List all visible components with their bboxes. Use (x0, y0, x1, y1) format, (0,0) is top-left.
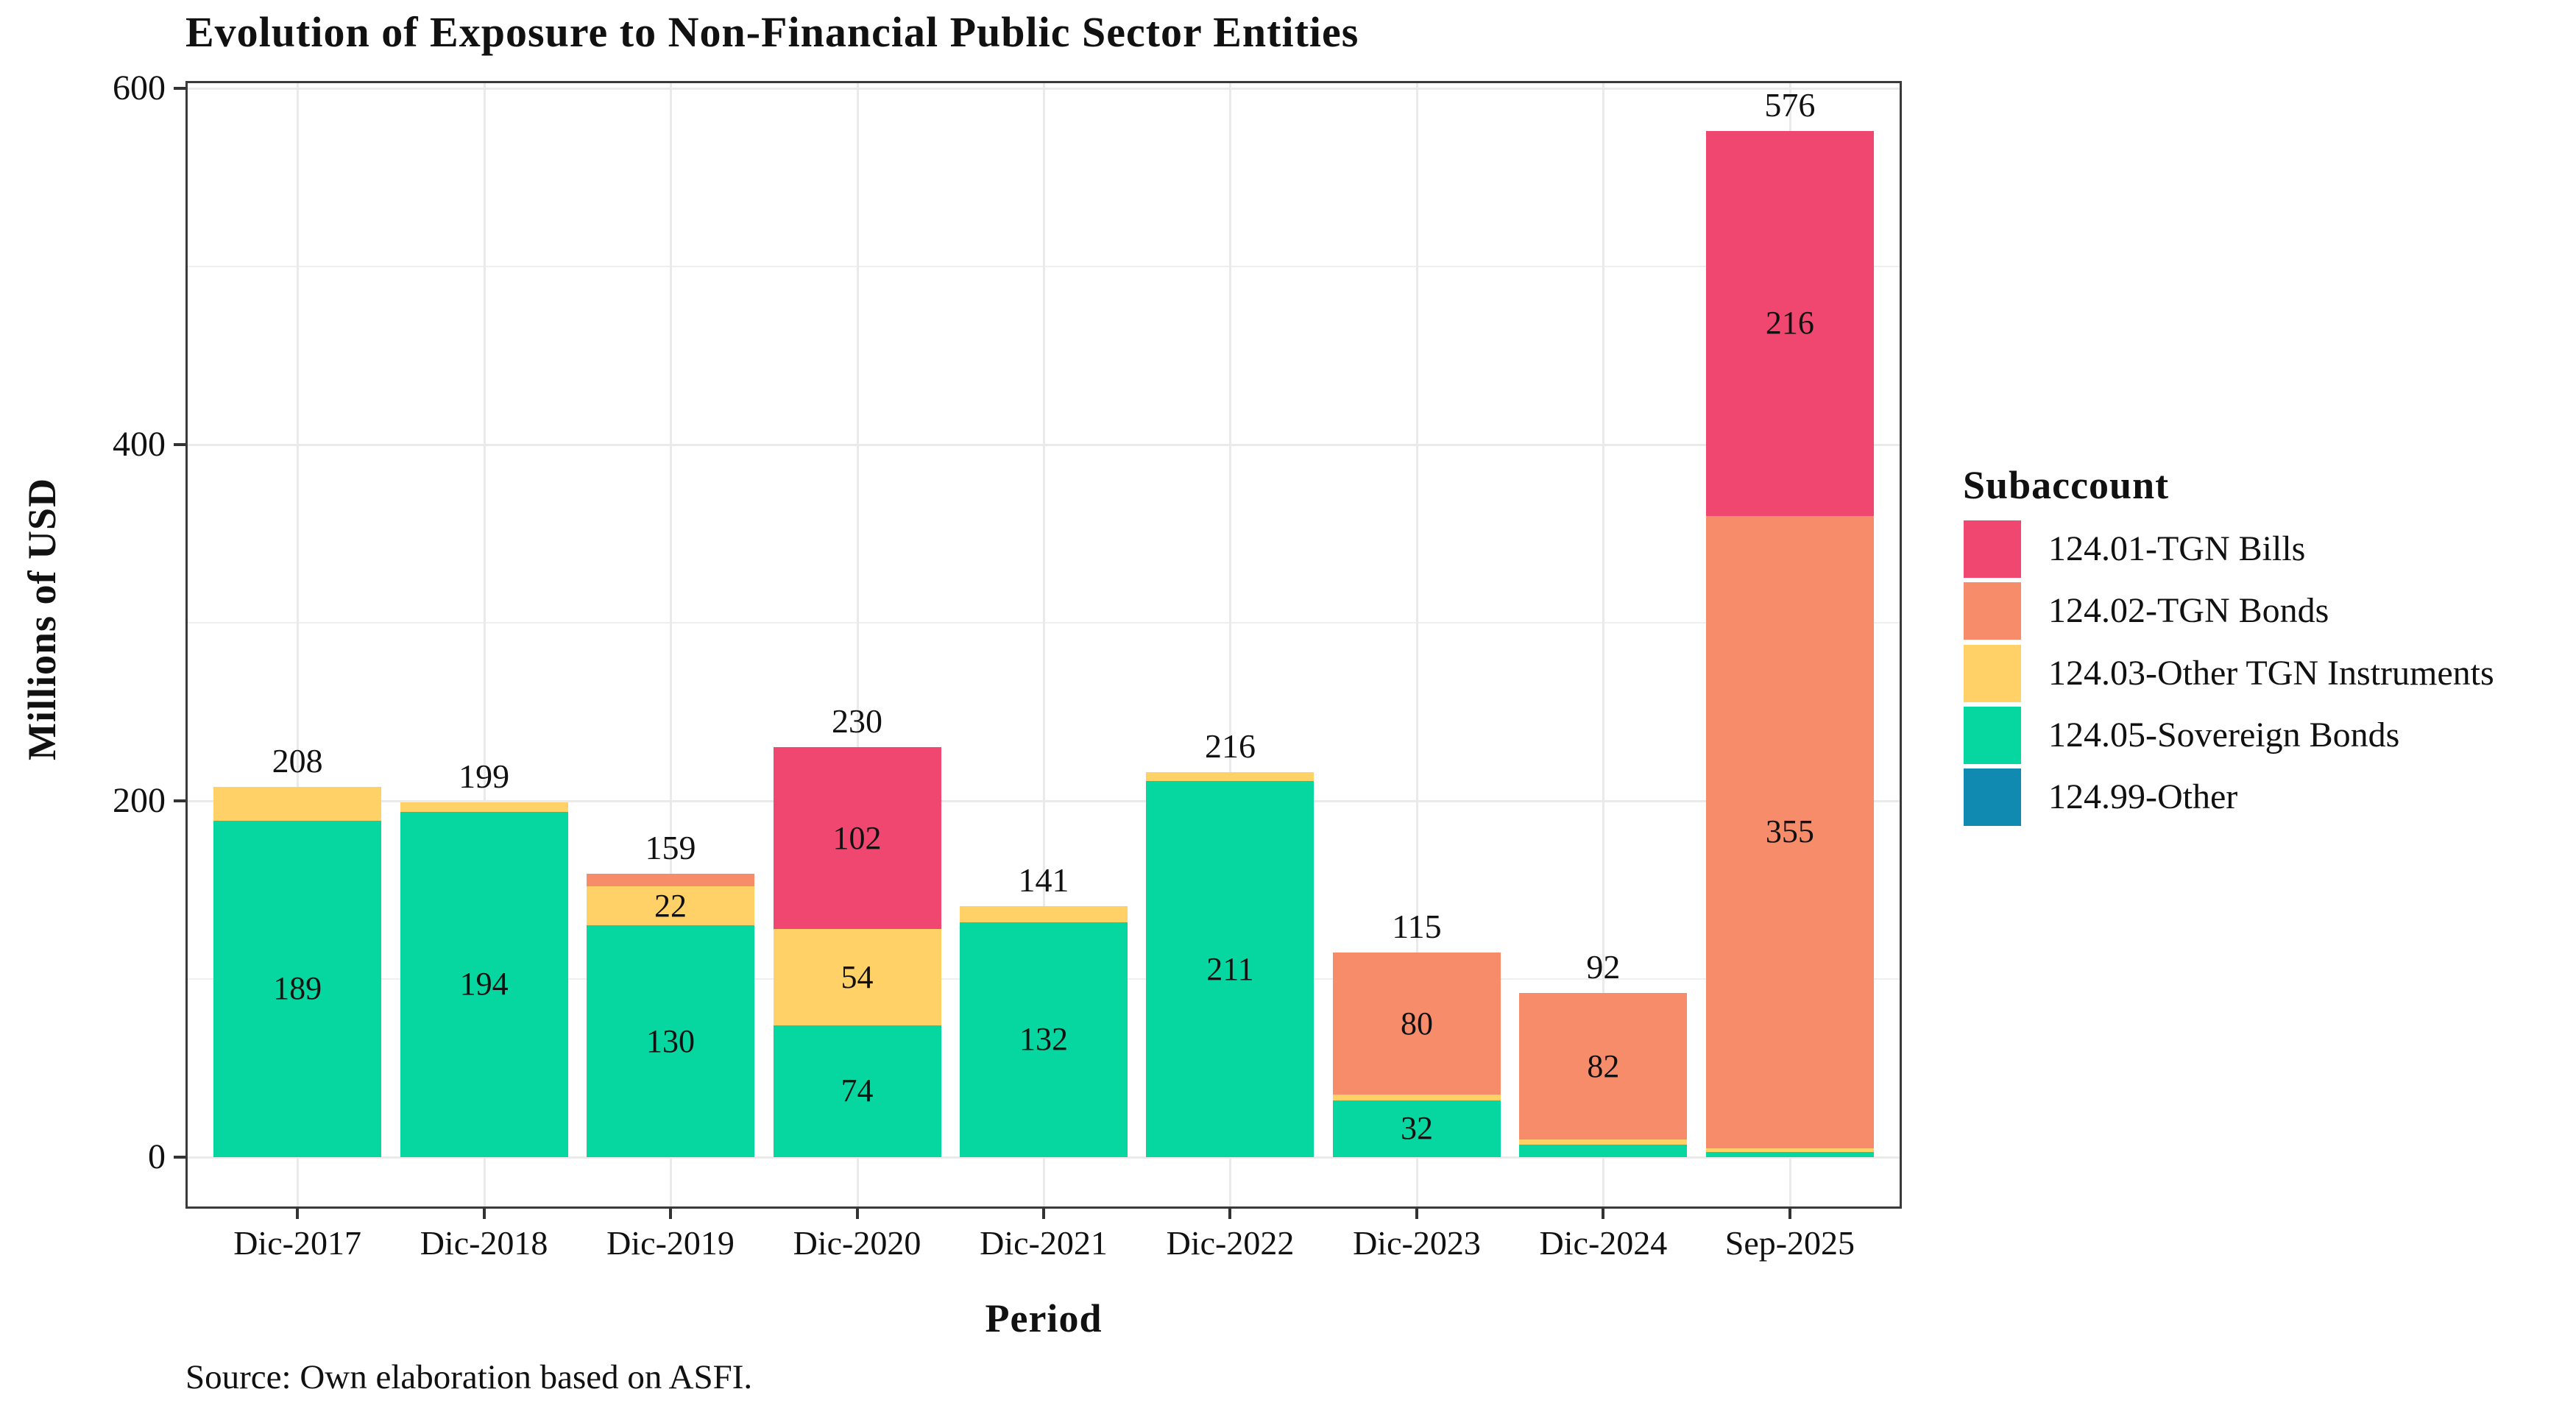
bar-segment (1332, 1095, 1501, 1100)
legend-swatch (1964, 644, 2021, 702)
x-tick-label: Dic-2022 (1166, 1224, 1295, 1262)
bar-segment-label: 22 (654, 887, 687, 924)
bar-total-label: 230 (832, 702, 883, 741)
y-axis-tick (174, 1156, 185, 1159)
bar-total-label: 199 (459, 757, 510, 796)
bar-segment-label: 102 (832, 819, 882, 856)
x-tick-label: Dic-2017 (233, 1224, 361, 1262)
bar-segment (1146, 772, 1314, 782)
legend-item-label: 124.02-TGN Bonds (2048, 591, 2329, 631)
bar-segment (587, 925, 755, 1157)
legend-swatch (1964, 706, 2021, 764)
bar-segment-label: 130 (646, 1022, 696, 1059)
x-axis-tick (482, 1209, 486, 1219)
y-tick-label: 0 (148, 1137, 166, 1176)
gridline-major-x (297, 81, 300, 1209)
bar-segment (400, 802, 568, 812)
bar-segment (960, 905, 1128, 922)
bar-segment-label: 189 (273, 970, 322, 1007)
x-axis-tick (669, 1209, 673, 1219)
legend-item-label: 124.01-TGN Bills (2048, 529, 2306, 568)
bar-segment-label: 32 (1400, 1110, 1433, 1147)
bar-segment-label: 54 (841, 958, 874, 995)
gridline-major-x (1043, 81, 1045, 1209)
bar-segment-label: 216 (1765, 305, 1814, 342)
gridline-major-x (1602, 81, 1605, 1209)
x-axis-tick (1228, 1209, 1232, 1219)
bar-segment-label: 82 (1587, 1047, 1620, 1084)
bar-total-label: 141 (1018, 861, 1069, 899)
x-axis-tick (855, 1209, 859, 1219)
gridline-major-x (856, 81, 859, 1209)
x-axis-tick (1042, 1209, 1045, 1219)
gridline-major-x (1229, 81, 1232, 1209)
bar-total-label: 216 (1204, 727, 1256, 766)
y-axis-tick (174, 799, 185, 802)
bar-segment (1705, 1148, 1874, 1152)
x-axis-tick (1415, 1209, 1418, 1219)
legend-item-label: 124.05-Sovereign Bonds (2048, 715, 2400, 755)
bar-segment (1705, 1151, 1874, 1157)
bar-total-label: 576 (1764, 86, 1816, 124)
y-tick-label: 400 (113, 425, 166, 464)
legend-swatch (1964, 768, 2021, 827)
legend-item-label: 124.03-Other TGN Instruments (2048, 653, 2494, 693)
x-axis-tick (296, 1209, 300, 1219)
bar-segment (773, 747, 941, 930)
bar-total-label: 159 (645, 829, 696, 867)
bar-segment (773, 1025, 941, 1157)
bar-segment (960, 922, 1128, 1157)
bar-segment (1332, 1100, 1501, 1157)
bar-segment (1705, 131, 1874, 516)
bar-segment-label: 74 (841, 1073, 874, 1109)
bar-total-label: 208 (272, 741, 323, 780)
bar-segment (587, 874, 755, 887)
x-tick-label: Dic-2023 (1353, 1224, 1481, 1262)
x-tick-label: Dic-2019 (606, 1224, 735, 1262)
chart-title: Evolution of Exposure to Non-Financial P… (185, 8, 1359, 56)
bar-segment-label: 132 (1019, 1021, 1068, 1058)
legend-title: Subaccount (1963, 463, 2170, 507)
legend-swatch (1964, 520, 2021, 578)
bar-segment (213, 820, 382, 1157)
gridline-major-x (670, 81, 673, 1209)
bar-segment (587, 886, 755, 926)
x-tick-label: Sep-2025 (1724, 1224, 1855, 1262)
bar-total-label: 92 (1586, 948, 1621, 986)
bar-segment-label: 194 (459, 966, 509, 1003)
bar-segment (1705, 515, 1874, 1148)
bar-segment (400, 811, 568, 1157)
bar-segment (1146, 781, 1314, 1157)
bar-segment-label: 211 (1206, 950, 1254, 987)
x-tick-label: Dic-2021 (980, 1224, 1108, 1262)
x-tick-label: Dic-2020 (793, 1224, 921, 1262)
plot-panel (185, 81, 1902, 1209)
legend-item-label: 124.99-Other (2048, 777, 2238, 817)
bar-segment (213, 786, 382, 821)
bar-segment (773, 929, 941, 1025)
x-axis-tick (1788, 1209, 1791, 1219)
x-tick-label: Dic-2018 (420, 1224, 548, 1262)
legend-swatch (1964, 582, 2021, 640)
y-tick-label: 200 (113, 781, 166, 820)
gridline-major-x (1415, 81, 1418, 1209)
x-axis-title: Period (985, 1296, 1103, 1340)
bar-total-label: 115 (1392, 907, 1442, 945)
y-axis-title: Millions of USD (20, 477, 64, 761)
gridline-major-x (483, 81, 486, 1209)
bar-segment-label: 355 (1765, 813, 1814, 850)
x-tick-label: Dic-2024 (1539, 1224, 1668, 1262)
bar-segment (1332, 952, 1501, 1095)
bar-segment (1519, 993, 1688, 1139)
bar-segment-label: 80 (1400, 1005, 1433, 1042)
x-axis-tick (1602, 1209, 1605, 1219)
source-note: Source: Own elaboration based on ASFI. (185, 1358, 753, 1396)
bar-segment (1519, 1145, 1688, 1157)
y-axis-tick (174, 87, 185, 90)
y-tick-label: 600 (113, 68, 166, 107)
y-axis-tick (174, 443, 185, 446)
bar-segment (1519, 1139, 1688, 1145)
